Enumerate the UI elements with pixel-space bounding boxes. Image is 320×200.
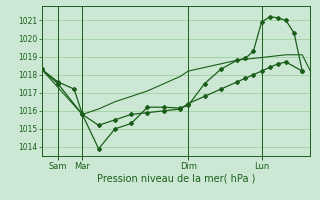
X-axis label: Pression niveau de la mer( hPa ): Pression niveau de la mer( hPa ) — [97, 173, 255, 183]
